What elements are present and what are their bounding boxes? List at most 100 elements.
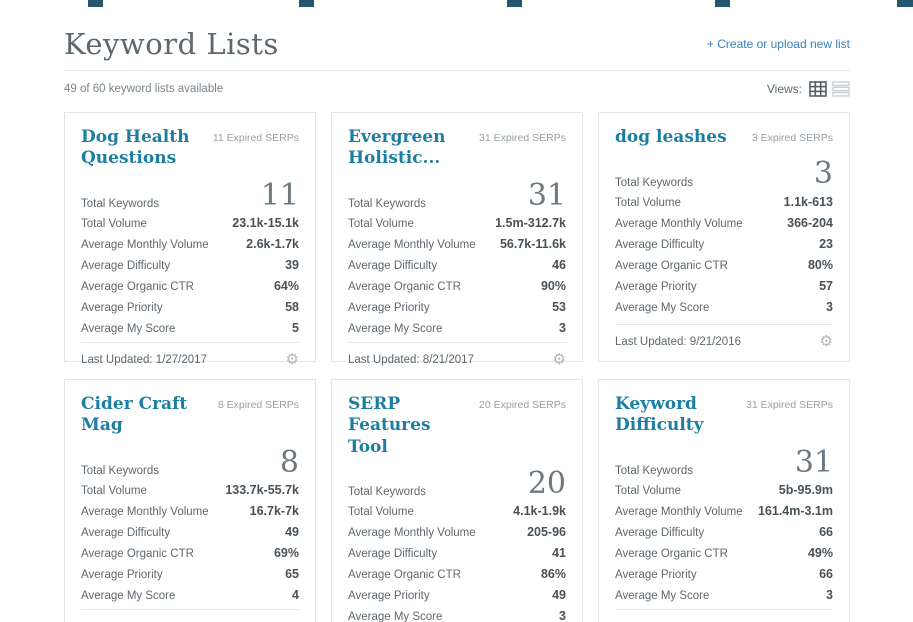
expired-serps-badge: 11 Expired SERPs [212,132,299,144]
keyword-list-card[interactable]: Keyword Difficulty 31 Expired SERPs Tota… [598,379,850,622]
stat-label: Total Keywords [615,465,693,477]
keyword-list-card[interactable]: dog leashes 3 Expired SERPs Total Keywor… [598,112,850,362]
keyword-list-card[interactable]: Dog Health Questions 11 Expired SERPs To… [64,112,316,367]
stat-label: Total Volume [81,218,147,230]
stat-label: Average Difficulty [348,260,438,272]
stat-rows: Total Keywords 8 Total Volume 133.7k-55.7k… [81,444,299,610]
stat-rows: Total Keywords 31 Total Volume 1.5m-312.7k… [348,180,566,343]
gear-icon[interactable]: ⚙ [552,350,566,368]
keyword-list-card[interactable]: Evergreen Holistic... 31 Expired SERPs T… [331,112,583,367]
stat-label: Average My Score [615,590,710,602]
avg-organic-ctr-value: 69% [273,546,299,560]
list-title-link[interactable]: Cider Craft Mag [81,394,188,436]
avg-monthly-volume-value: 2.6k-1.7k [246,237,299,251]
views-label: Views: [766,81,802,96]
create-or-upload-link[interactable]: + Create or upload new list [706,37,850,51]
gear-icon[interactable]: ⚙ [285,350,299,368]
stat-label: Average Difficulty [348,548,438,561]
stat-label: Total Keywords [615,176,693,189]
avg-priority-value: 49 [552,588,566,603]
stat-label: Average Monthly Volume [615,506,743,518]
header-divider [64,70,850,71]
stat-label: Average Organic CTR [81,548,194,560]
avg-priority-value: 57 [819,278,833,293]
stat-label: Total Keywords [348,486,426,499]
avg-difficulty-value: 46 [552,258,566,272]
list-view-icon[interactable] [832,80,850,97]
list-title-link[interactable]: dog leashes [615,127,727,147]
avg-monthly-volume-value: 205-96 [527,525,566,540]
stat-label: Average Difficulty [81,260,171,272]
stat-label: Total Volume [615,485,681,497]
stat-label: Total Keywords [348,198,426,210]
keyword-list-card[interactable]: SERP Features Tool 20 Expired SERPs Tota… [331,379,583,622]
total-volume-value: 133.7k-55.7k [225,483,299,497]
stat-label: Average Priority [348,590,430,603]
avg-difficulty-value: 66 [819,525,833,539]
stat-rows: Total Keywords 3 Total Volume 1.1k-613 Ave… [615,159,833,321]
avg-monthly-volume-value: 16.7k-7k [249,504,299,518]
stat-label: Total Volume [81,485,147,497]
cut-off-nav-icon [88,0,103,7]
lists-available-count: 49 of 60 keyword lists available [64,82,224,95]
card-footer [81,609,299,619]
view-switcher: Views: [766,80,850,97]
stat-label: Average Priority [81,302,163,314]
stat-label: Average My Score [81,323,176,335]
stat-label: Average Monthly Volume [348,527,476,540]
list-title-link[interactable]: Evergreen Holistic... [348,127,446,169]
grid-view-icon[interactable] [809,80,827,97]
expired-serps-badge: 20 Expired SERPs [479,399,566,411]
stat-label: Total Volume [615,196,681,209]
total-volume-value: 1.1k-613 [783,194,833,209]
last-updated: Last Updated: 8/21/2017 [348,353,474,366]
list-title-link[interactable]: Keyword Difficulty [615,394,704,436]
avg-my-score-value: 3 [826,588,833,602]
list-title-link[interactable]: Dog Health Questions [81,127,190,169]
expired-serps-badge: 31 Expired SERPs [479,132,566,144]
stat-label: Average Priority [348,302,430,314]
avg-organic-ctr-value: 64% [273,279,299,293]
total-keywords-value: 31 [794,444,833,480]
stat-label: Total Keywords [81,465,159,477]
card-footer: Last Updated: 8/21/2017 ⚙ [348,342,566,367]
gear-icon[interactable]: ⚙ [819,332,833,350]
stat-label: Average My Score [615,301,710,314]
page-header: Keyword Lists + Create or upload new lis… [64,0,850,61]
avg-organic-ctr-value: 80% [807,257,833,272]
avg-monthly-volume-value: 56.7k-11.6k [499,237,566,251]
stat-label: Average My Score [348,611,443,622]
cut-off-nav-icon [715,0,730,7]
stat-label: Total Volume [348,218,414,230]
stat-label: Average Organic CTR [348,569,461,582]
avg-my-score-value: 5 [292,321,299,335]
total-keywords-value: 8 [279,444,299,480]
cut-off-top-nav [0,0,913,8]
list-title-link[interactable]: SERP Features Tool [348,394,431,457]
stat-label: Average My Score [81,590,176,602]
stat-label: Total Keywords [81,198,159,210]
cut-off-nav-icon [299,0,314,7]
stat-rows: Total Keywords 11 Total Volume 23.1k-15.1k… [81,180,299,343]
keyword-lists-page: Keyword Lists + Create or upload new lis… [64,0,850,622]
page-title: Keyword Lists [64,27,279,61]
avg-priority-value: 53 [552,300,566,314]
avg-difficulty-value: 23 [819,236,833,251]
avg-my-score-value: 3 [826,299,833,314]
total-volume-value: 1.5m-312.7k [495,216,566,230]
stat-label: Average Difficulty [615,527,705,539]
stat-label: Average Priority [615,569,697,581]
cut-off-nav-icon [507,0,522,7]
cut-off-nav-icon [897,0,913,7]
expired-serps-badge: 31 Expired SERPs [746,399,833,411]
stat-label: Average Monthly Volume [615,217,743,230]
avg-difficulty-value: 41 [552,546,566,561]
avg-my-score-value: 3 [559,321,566,335]
total-volume-value: 4.1k-1.9k [513,504,566,519]
avg-priority-value: 58 [285,300,299,314]
last-updated: Last Updated: 9/21/2016 [615,335,741,348]
keyword-list-card[interactable]: Cider Craft Mag 8 Expired SERPs Total Ke… [64,379,316,622]
card-footer: Last Updated: 1/27/2017 ⚙ [81,342,299,367]
expired-serps-badge: 8 Expired SERPs [217,399,299,411]
stat-label: Average Organic CTR [348,281,461,293]
